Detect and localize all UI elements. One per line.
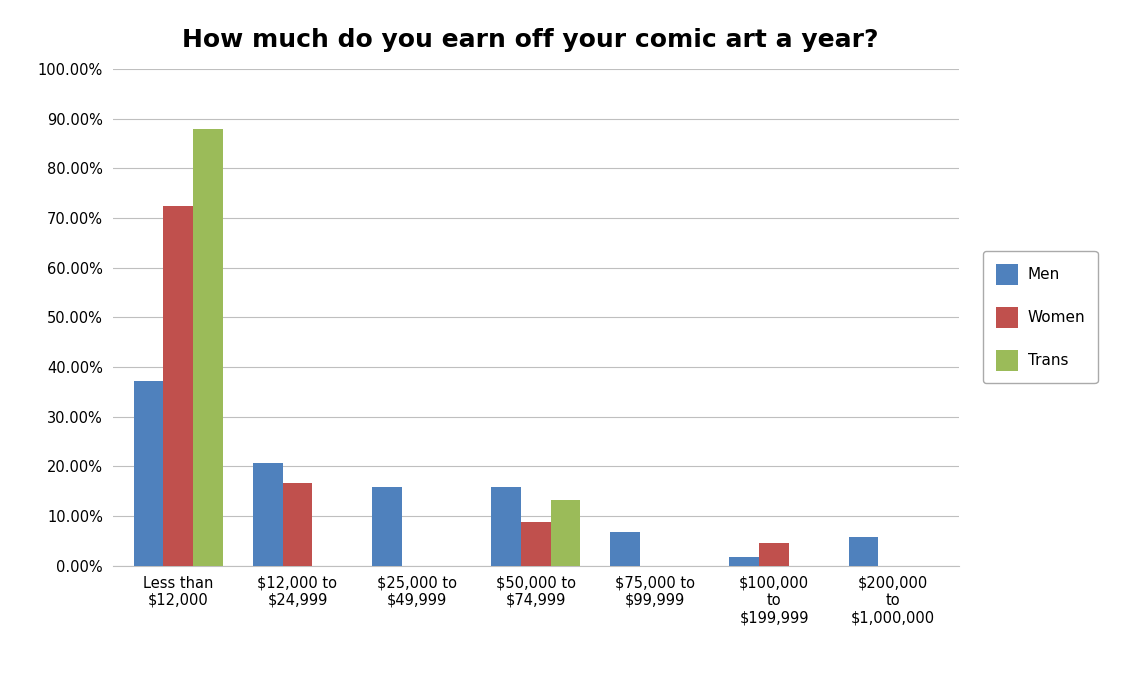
Bar [550, 500, 581, 566]
Bar [730, 558, 759, 566]
Bar [610, 531, 640, 566]
Bar [283, 483, 312, 566]
Bar [848, 537, 879, 566]
Bar [372, 487, 402, 566]
Legend: Men, Women, Trans: Men, Women, Trans [984, 251, 1098, 384]
Text: How much do you earn off your comic art a year?: How much do you earn off your comic art … [182, 28, 879, 52]
Bar [133, 381, 164, 566]
Bar [253, 464, 283, 566]
Bar [164, 206, 193, 566]
Bar [491, 487, 521, 566]
Bar [521, 522, 550, 566]
Bar [193, 128, 223, 566]
Bar [759, 544, 788, 566]
